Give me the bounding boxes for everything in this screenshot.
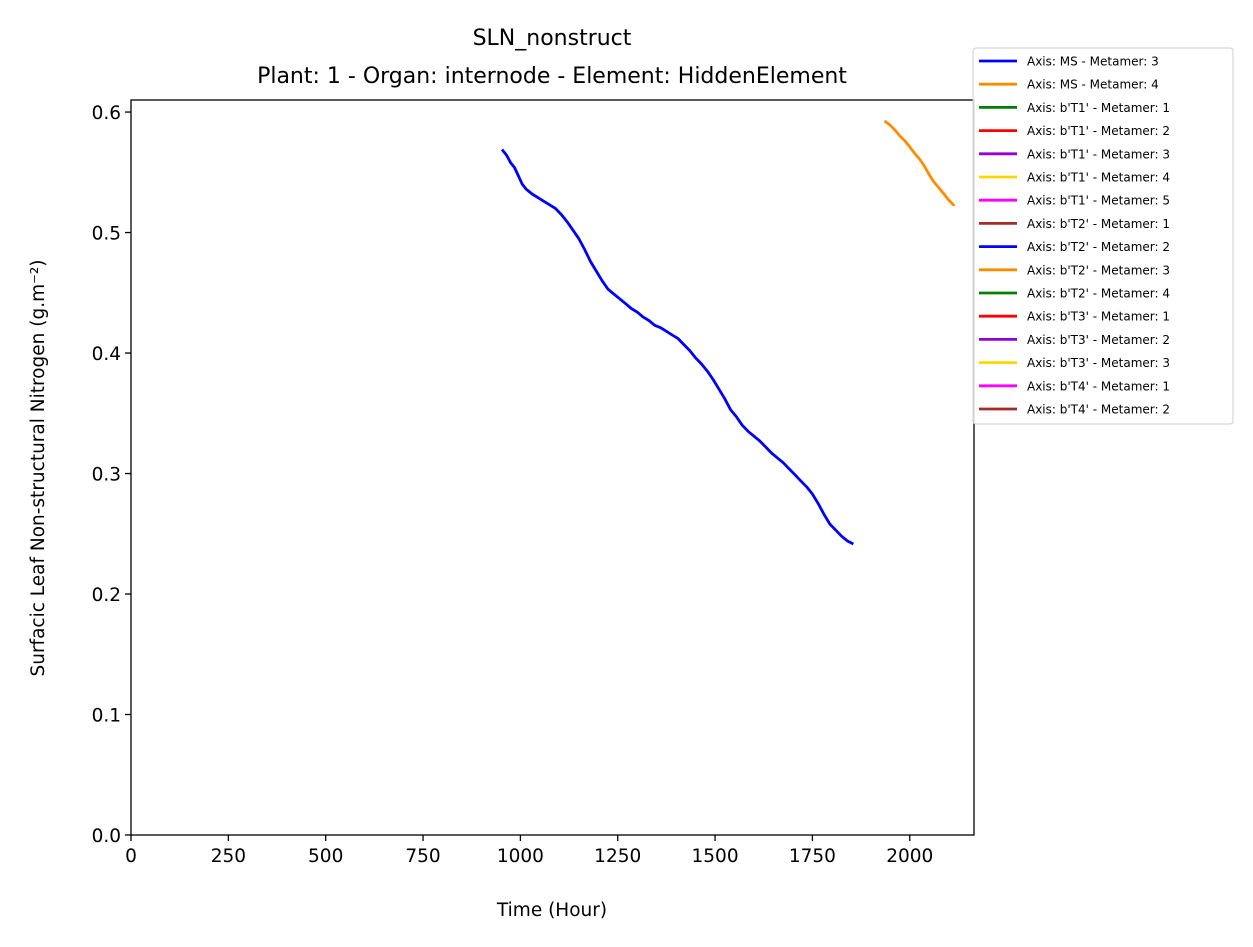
legend-label-6: Axis: b'T1' - Metamer: 4 — [1027, 171, 1170, 185]
legend-label-2: Axis: MS - Metamer: 4 — [1027, 78, 1159, 92]
legend-label-7: Axis: b'T1' - Metamer: 5 — [1027, 194, 1170, 208]
x-tick-label: 1000 — [497, 846, 544, 867]
legend-label-10: Axis: b'T2' - Metamer: 3 — [1027, 263, 1170, 277]
legend-box — [972, 47, 1234, 425]
x-axis-ticks: 0 250 500 750 1000 1250 1500 1750 2000 — [125, 835, 933, 867]
legend-label-8: Axis: b'T2' - Metamer: 1 — [1027, 217, 1170, 231]
x-tick-label: 1250 — [594, 846, 641, 867]
legend-items: Axis: MS - Metamer: 3 Axis: MS - Metamer:… — [979, 55, 1170, 417]
series-line-1 — [500, 148, 854, 546]
chart-subtitle: Plant: 1 - Organ: internode - Element: H… — [257, 64, 847, 89]
y-tick-label: 0.4 — [92, 344, 121, 365]
y-axis-ticks: 0.0 0.1 0.2 0.3 0.4 0.5 0.6 — [92, 103, 131, 847]
legend-label-13: Axis: b'T3' - Metamer: 2 — [1027, 333, 1170, 347]
series-line-2 — [883, 119, 956, 207]
legend-label-3: Axis: b'T1' - Metamer: 1 — [1027, 101, 1170, 115]
x-tick-label: 2000 — [886, 846, 933, 867]
legend-label-14: Axis: b'T3' - Metamer: 3 — [1027, 356, 1170, 370]
legend-label-4: Axis: b'T1' - Metamer: 2 — [1027, 124, 1170, 138]
y-axis-label: Surfacic Leaf Non-structural Nitrogen (g… — [28, 259, 49, 676]
legend: Axis: MS - Metamer: 3 Axis: MS - Metamer:… — [972, 47, 1234, 425]
legend-label-1: Axis: MS - Metamer: 3 — [1027, 55, 1159, 69]
legend-label-16: Axis: b'T4' - Metamer: 2 — [1027, 403, 1170, 417]
legend-label-12: Axis: b'T3' - Metamer: 1 — [1027, 310, 1170, 324]
x-axis-label: Time (Hour) — [496, 900, 607, 921]
chart-title: SLN_nonstruct — [473, 26, 632, 51]
x-tick-label: 1750 — [789, 846, 836, 867]
plot-frame — [130, 99, 975, 836]
legend-label-15: Axis: b'T4' - Metamer: 1 — [1027, 379, 1170, 393]
y-tick-label: 0.0 — [92, 826, 121, 847]
legend-label-11: Axis: b'T2' - Metamer: 4 — [1027, 287, 1170, 301]
x-tick-label: 500 — [308, 846, 343, 867]
x-tick-label: 1500 — [692, 846, 739, 867]
x-tick-label: 250 — [211, 846, 246, 867]
legend-label-5: Axis: b'T1' - Metamer: 3 — [1027, 147, 1170, 161]
x-tick-label: 750 — [405, 846, 440, 867]
y-tick-label: 0.5 — [92, 224, 121, 245]
legend-label-9: Axis: b'T2' - Metamer: 2 — [1027, 240, 1170, 254]
plot-area — [500, 119, 956, 546]
y-tick-label: 0.1 — [92, 706, 121, 727]
x-tick-label: 0 — [125, 846, 137, 867]
y-tick-label: 0.6 — [92, 103, 121, 124]
y-tick-label: 0.3 — [92, 465, 121, 486]
y-tick-label: 0.2 — [92, 585, 121, 606]
